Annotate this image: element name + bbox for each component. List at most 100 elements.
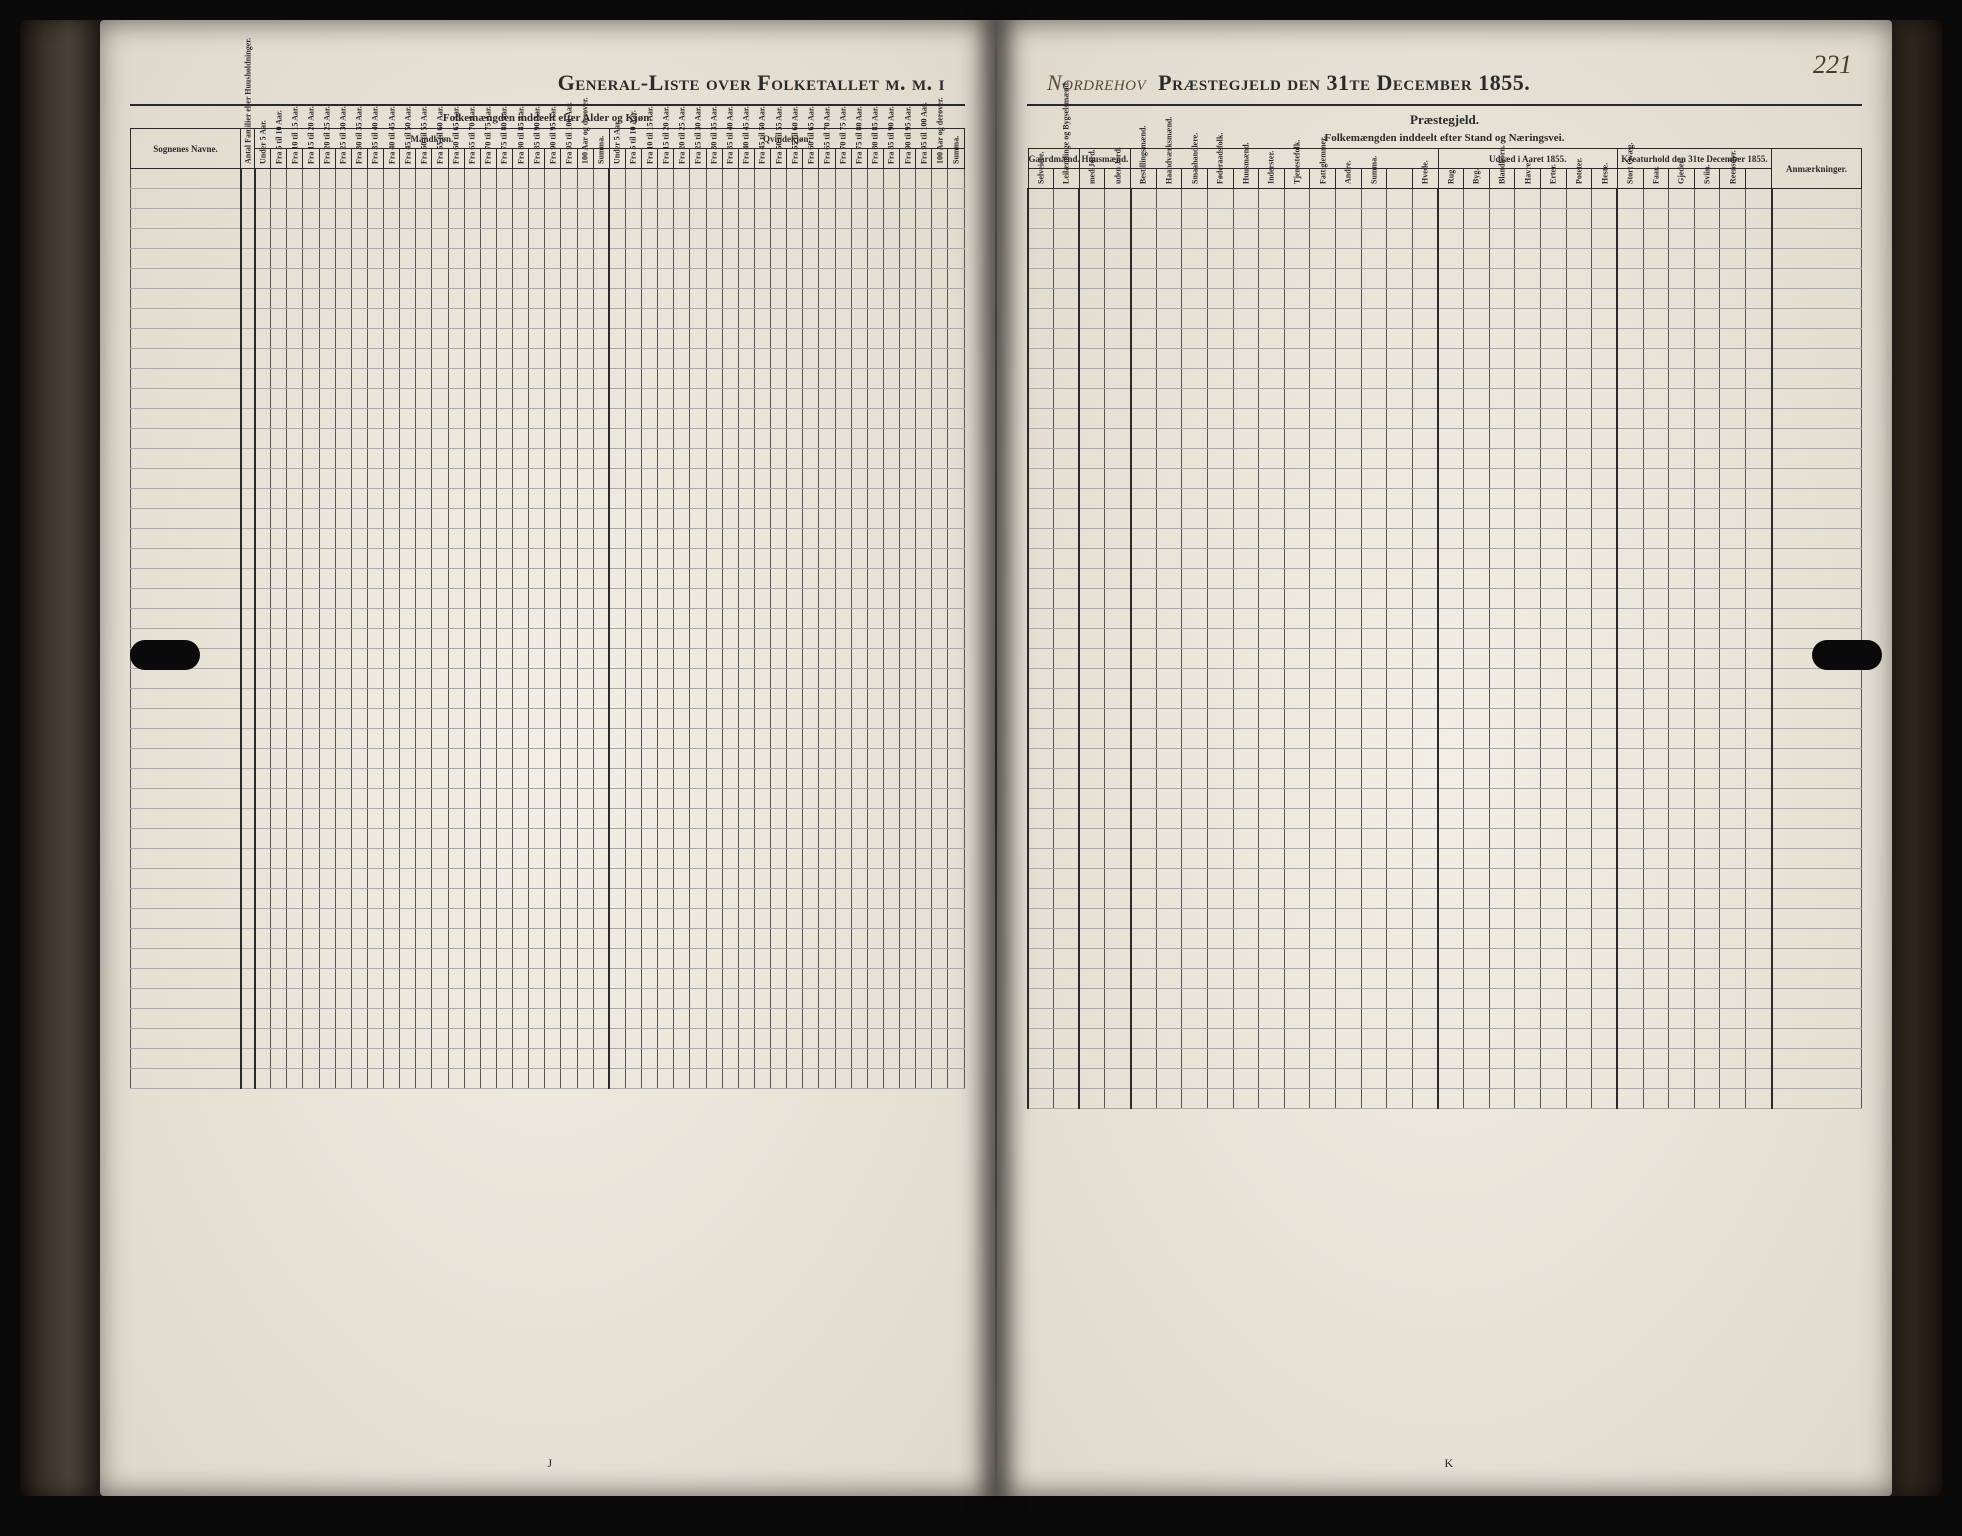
pre-col-label: Antal Familier eller Huusholdninger. — [243, 38, 252, 164]
female-age-header: Fra 30 til 35 Aar. — [706, 149, 722, 169]
female-age-header: Fra 95 til 100 Aar. — [916, 149, 932, 169]
right-sub-header: Fattiglemmer. — [1310, 169, 1336, 189]
table-row — [1028, 429, 1862, 449]
table-row — [1028, 989, 1862, 1009]
female-age-header: Summa. — [948, 149, 965, 169]
right-sub-header: Rug. — [1438, 169, 1464, 189]
table-row — [131, 649, 965, 669]
table-row — [1028, 609, 1862, 629]
male-age-header: Fra 35 til 40 Aar. — [367, 149, 383, 169]
table-row — [1028, 549, 1862, 569]
table-row — [131, 449, 965, 469]
left-ledger-table: Sognenes Navne. Antal Familier eller Huu… — [130, 128, 965, 1089]
table-row — [1028, 209, 1862, 229]
female-age-header: Fra 75 til 80 Aar. — [851, 149, 867, 169]
male-age-header: Fra 25 til 30 Aar. — [335, 149, 351, 169]
table-row — [131, 409, 965, 429]
right-sub-header: Heste. — [1592, 169, 1618, 189]
table-row — [131, 849, 965, 869]
right-sub-header: Sviin. — [1694, 169, 1720, 189]
table-row — [131, 729, 965, 749]
table-row — [131, 829, 965, 849]
table-row — [131, 929, 965, 949]
table-row — [1028, 1009, 1862, 1029]
table-row — [131, 809, 965, 829]
table-row — [131, 609, 965, 629]
male-age-header: Fra 20 til 25 Aar. — [319, 149, 335, 169]
table-row — [131, 189, 965, 209]
table-row — [1028, 889, 1862, 909]
female-age-header: Fra 85 til 90 Aar. — [883, 149, 899, 169]
male-age-header: Fra 70 til 75 Aar. — [480, 149, 496, 169]
right-sub-header: Hvede. — [1412, 169, 1438, 189]
male-age-header: Under 5 Aar. — [255, 149, 271, 169]
right-sub-header: Smaahandlere. — [1182, 169, 1208, 189]
male-age-header: 100 Aar og derover. — [577, 149, 593, 169]
male-age-header: Summa. — [593, 149, 609, 169]
table-row — [1028, 689, 1862, 709]
book-spine-left — [20, 20, 100, 1496]
female-age-header: Fra 25 til 30 Aar. — [690, 149, 706, 169]
right-sub-header — [1746, 169, 1772, 189]
table-row — [131, 309, 965, 329]
right-sub-header: Leilændinge og Bygselsmænd. — [1054, 169, 1080, 189]
left-page: General-Liste over Folketallet m. m. i F… — [100, 20, 995, 1496]
table-row — [131, 429, 965, 449]
right-sub-header: Blandkorn. — [1489, 169, 1515, 189]
table-row — [1028, 529, 1862, 549]
male-age-header: Fra 40 til 45 Aar. — [384, 149, 400, 169]
female-age-header: 100 Aar og derover. — [932, 149, 948, 169]
male-age-header: Fra 75 til 80 Aar. — [496, 149, 512, 169]
female-age-header: Fra 60 til 65 Aar. — [803, 149, 819, 169]
male-age-header: Fra 65 til 70 Aar. — [464, 149, 480, 169]
male-age-header: Fra 5 til 10 Aar. — [271, 149, 287, 169]
table-row — [131, 209, 965, 229]
male-age-header: Fra 45 til 50 Aar. — [400, 149, 416, 169]
row-label-header: Sognenes Navne. — [131, 129, 241, 169]
right-page: 221 Nordrehov Præstegjeld den 31te Decem… — [997, 20, 1892, 1496]
right-sub-header: Gjeder. — [1669, 169, 1695, 189]
right-sub-header: Byg. — [1464, 169, 1490, 189]
female-age-header: Fra 90 til 95 Aar. — [900, 149, 916, 169]
table-row — [131, 889, 965, 909]
female-age-header: Fra 35 til 40 Aar. — [722, 149, 738, 169]
table-row — [1028, 709, 1862, 729]
table-row — [1028, 289, 1862, 309]
right-sub-header — [1387, 169, 1413, 189]
table-row — [1028, 589, 1862, 609]
table-row — [131, 1049, 965, 1069]
table-row — [131, 1009, 965, 1029]
female-age-header: Fra 55 til 60 Aar. — [787, 149, 803, 169]
table-row — [1028, 389, 1862, 409]
male-age-header: Fra 95 til 100 Aar. — [561, 149, 577, 169]
printed-title-right: Præstegjeld den 31te December 1855. — [1158, 70, 1530, 95]
binder-clip-left — [130, 640, 200, 670]
table-row — [1028, 1069, 1862, 1089]
table-row — [1028, 769, 1862, 789]
right-sub-header: Reensdyr. — [1720, 169, 1746, 189]
male-age-header: Fra 60 til 65 Aar. — [448, 149, 464, 169]
table-row — [1028, 409, 1862, 429]
table-row — [1028, 809, 1862, 829]
table-row — [131, 1029, 965, 1049]
table-row — [131, 229, 965, 249]
right-sub-header: Haandværksmænd. — [1156, 169, 1182, 189]
table-row — [1028, 489, 1862, 509]
male-age-header: Fra 90 til 95 Aar. — [545, 149, 561, 169]
table-row — [131, 549, 965, 569]
female-age-header: Fra 65 til 70 Aar. — [819, 149, 835, 169]
table-row — [1028, 269, 1862, 289]
male-age-header: Fra 15 til 20 Aar. — [303, 149, 319, 169]
right-sub-header: uden Jord. — [1105, 169, 1131, 189]
female-age-header: Fra 5 til 10 Aar. — [625, 149, 641, 169]
table-row — [1028, 669, 1862, 689]
book-gutter — [995, 20, 997, 1496]
page-title-right: Nordrehov Præstegjeld den 31te December … — [1027, 70, 1862, 96]
table-row — [131, 489, 965, 509]
table-row — [131, 289, 965, 309]
rule-line — [1027, 104, 1862, 106]
table-row — [1028, 649, 1862, 669]
table-row — [131, 969, 965, 989]
table-row — [131, 589, 965, 609]
male-age-header: Fra 10 til 15 Aar. — [287, 149, 303, 169]
